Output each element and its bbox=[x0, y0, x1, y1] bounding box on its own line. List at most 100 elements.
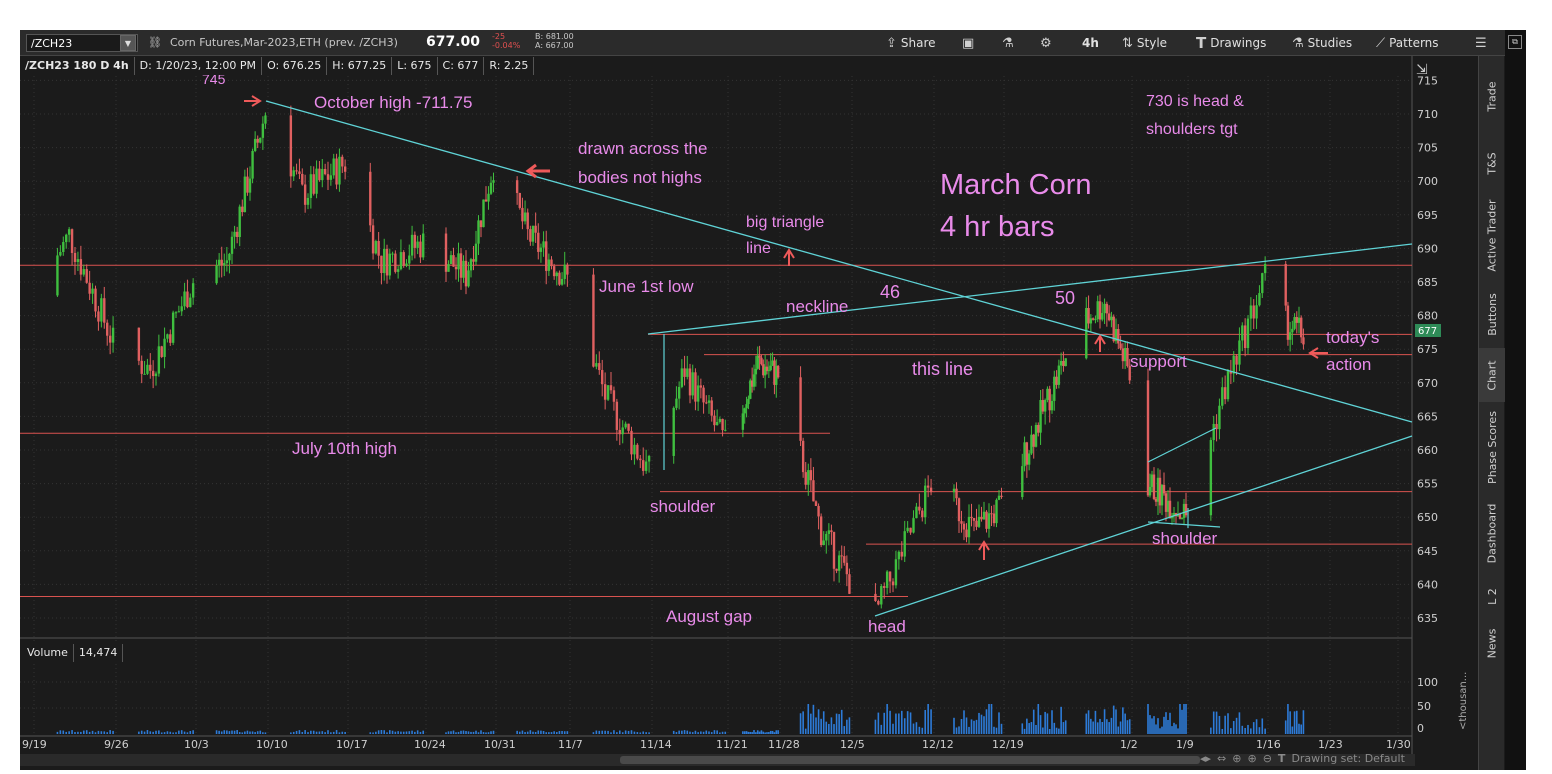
candle-body bbox=[329, 175, 333, 180]
tab-chart[interactable]: Chart bbox=[1479, 348, 1505, 402]
candle-body bbox=[243, 176, 247, 213]
anno-todays-line2: action bbox=[1326, 355, 1371, 374]
settings-button[interactable]: ⚙ bbox=[1040, 34, 1052, 52]
time-axis[interactable]: 9/19 9/26 10/3 10/10 10/17 10/24 10/31 11/7 11/1… bbox=[22, 738, 1411, 751]
tab-time-and-sales[interactable]: T&S bbox=[1479, 138, 1505, 188]
horizontal-scrollbar[interactable] bbox=[20, 754, 1415, 766]
volume-bar bbox=[298, 730, 301, 734]
candle-body bbox=[760, 357, 763, 365]
snapshot-button[interactable]: ▣ bbox=[962, 34, 974, 52]
tab-active-trader[interactable]: Active Trader bbox=[1479, 190, 1505, 280]
volume-bar bbox=[1300, 724, 1303, 734]
interval-button[interactable]: 4h bbox=[1082, 34, 1099, 52]
volume-bar bbox=[988, 704, 990, 734]
price-chart[interactable]: 745 October high -711.75 drawn across th… bbox=[20, 30, 1478, 754]
volume-bar bbox=[1244, 727, 1246, 734]
drag-icon[interactable]: ⇔ bbox=[1217, 752, 1227, 765]
volume-bar bbox=[490, 731, 492, 734]
volume-bar bbox=[526, 731, 529, 734]
style-button[interactable]: ⇅ Style bbox=[1122, 34, 1167, 52]
volume-bar bbox=[892, 723, 894, 734]
candle-body bbox=[492, 180, 495, 183]
flag-lower-line bbox=[1147, 521, 1221, 528]
volume-bar bbox=[1247, 724, 1249, 734]
candle-body bbox=[108, 335, 112, 343]
volume-bar bbox=[447, 731, 450, 734]
candle-body bbox=[251, 150, 254, 179]
volume-bar bbox=[380, 730, 383, 734]
candle-body bbox=[1046, 388, 1049, 400]
candle-body bbox=[1023, 442, 1026, 467]
volume-bar bbox=[1167, 719, 1169, 734]
candle-body bbox=[749, 380, 752, 399]
tab-trade[interactable]: Trade bbox=[1479, 66, 1505, 126]
candle-body bbox=[1158, 477, 1162, 506]
candle-body bbox=[467, 270, 470, 287]
volume-tick-label: 100 bbox=[1417, 676, 1438, 689]
candle-body bbox=[995, 499, 998, 524]
volume-bar bbox=[563, 731, 566, 734]
ohlc-info-bar: /ZCH23 180 D 4h D: 1/20/23, 12:00 PM O: … bbox=[20, 57, 535, 75]
candle-body bbox=[1085, 307, 1088, 359]
candle-body bbox=[1252, 305, 1255, 319]
candle-body bbox=[215, 265, 218, 284]
lower-triangle-trendline[interactable] bbox=[874, 435, 1413, 617]
anno-right-shoulder: shoulder bbox=[1152, 529, 1218, 548]
volume-bar bbox=[259, 730, 262, 734]
volume-tick-label: 0 bbox=[1417, 722, 1424, 735]
studies-button[interactable]: ⚗ Studies bbox=[1292, 34, 1352, 52]
candle-body bbox=[106, 322, 109, 336]
crosshair-icon[interactable]: ⊕ bbox=[1232, 752, 1242, 765]
candle-body bbox=[289, 115, 293, 177]
zoom-out-icon[interactable]: ⊖ bbox=[1262, 752, 1272, 765]
candle-body bbox=[558, 272, 561, 285]
candle-body bbox=[326, 174, 330, 180]
volume-bar bbox=[1062, 722, 1065, 734]
volume-bar bbox=[1165, 712, 1167, 734]
time-tick-label: 1/30 bbox=[1386, 738, 1411, 751]
zoom-in-icon[interactable]: ⊕ bbox=[1247, 752, 1257, 765]
tab-phase-scores[interactable]: Phase Scores bbox=[1479, 404, 1505, 490]
anno-big-triangle-line1: big triangle bbox=[746, 214, 824, 231]
candle-body bbox=[1300, 317, 1303, 338]
flask-button[interactable]: ⚗ bbox=[1002, 34, 1014, 52]
text-icon[interactable]: T bbox=[1277, 752, 1286, 765]
neckline-trendline[interactable] bbox=[647, 243, 1413, 335]
studies-flask-icon: ⚗ bbox=[1292, 35, 1304, 51]
drawings-button[interactable]: T Drawings bbox=[1196, 34, 1266, 52]
tab-level2[interactable]: L 2 bbox=[1479, 576, 1505, 616]
volume-bar bbox=[152, 731, 154, 734]
volume-bar bbox=[930, 709, 932, 734]
symbol-input[interactable]: /ZCH23 bbox=[26, 34, 138, 52]
volume-bar bbox=[344, 731, 346, 734]
candle-body bbox=[555, 272, 558, 277]
chart-bottom-tools: ◂▸ ⇔ ⊕ ⊕ ⊖ T Drawing set: Default bbox=[1200, 752, 1405, 765]
volume-bar bbox=[769, 730, 772, 734]
tab-buttons[interactable]: Buttons bbox=[1479, 282, 1505, 346]
candle-body bbox=[769, 365, 772, 371]
time-tick-label: 11/14 bbox=[640, 738, 672, 751]
candle-body bbox=[1032, 434, 1035, 447]
drawing-set-label[interactable]: Drawing set: Default bbox=[1291, 752, 1405, 765]
tab-news[interactable]: News bbox=[1479, 618, 1505, 668]
patterns-button[interactable]: ⟋ Patterns bbox=[1376, 34, 1439, 52]
price-axis[interactable]: 715 710 705 700 695 690 685 680 675 670 665 660 655 6… bbox=[1417, 74, 1438, 625]
candle-body bbox=[972, 518, 976, 521]
detach-icon[interactable]: ⧉ bbox=[1508, 35, 1522, 49]
candle-body bbox=[146, 364, 149, 374]
auto-scale-icon[interactable]: ⇲ bbox=[1416, 62, 1428, 78]
volume-bar bbox=[146, 730, 149, 734]
share-button[interactable]: ⇪ Share bbox=[886, 34, 936, 52]
symbol-dropdown-icon[interactable]: ▼ bbox=[120, 35, 136, 51]
volume-bar bbox=[762, 731, 765, 734]
volume-bar bbox=[756, 730, 759, 734]
volume-bar bbox=[292, 731, 295, 734]
big-triangle-trendline[interactable] bbox=[265, 100, 1413, 423]
link-icon[interactable]: ⛓ bbox=[148, 36, 162, 49]
tab-dashboard[interactable]: Dashboard bbox=[1479, 494, 1505, 572]
menu-button[interactable]: ☰ bbox=[1475, 34, 1487, 52]
scrollbar-thumb[interactable] bbox=[620, 756, 1200, 764]
scroll-arrows-icon[interactable]: ◂▸ bbox=[1200, 752, 1212, 765]
volume-bar bbox=[1044, 711, 1046, 734]
volume-bar bbox=[452, 730, 455, 734]
